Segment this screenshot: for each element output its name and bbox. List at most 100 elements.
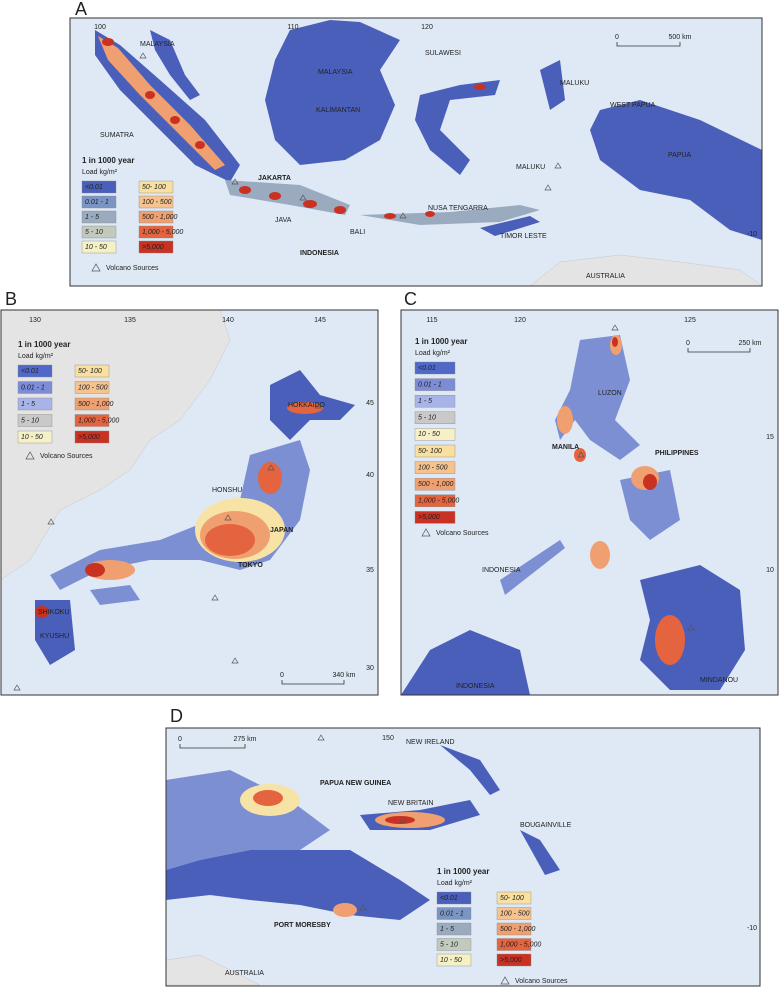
legend-label: 100 - 500	[418, 464, 448, 471]
legend-swatch	[74, 414, 110, 427]
legend-swatch	[138, 210, 174, 224]
legend-swatch	[414, 461, 456, 474]
legend-swatch	[496, 891, 532, 905]
legend-volcano: Volcano Sources	[106, 265, 159, 272]
place-name: AUSTRALIA	[225, 970, 264, 977]
legend-swatch	[74, 364, 110, 378]
legend-swatch	[17, 430, 53, 444]
legend-label: >5,000	[500, 957, 522, 964]
legend-volcano: Volcano Sources	[436, 530, 489, 537]
latitude-label: 30	[366, 665, 374, 672]
legend-label: 1 - 5	[85, 214, 99, 221]
legend-swatch	[81, 210, 117, 224]
volcano-symbol	[25, 451, 35, 460]
map-c	[401, 310, 778, 695]
legend-unit: Load kg/m²	[415, 350, 451, 357]
scale-start: 0	[686, 340, 690, 347]
panel-frame	[69, 17, 763, 287]
legend-label: 10 - 50	[418, 431, 440, 438]
legend-swatch	[17, 364, 53, 378]
legend-swatch	[17, 397, 53, 411]
legend-swatch	[496, 907, 532, 920]
legend-swatch	[436, 938, 472, 951]
longitude-label: 120	[514, 317, 526, 324]
legend-swatch	[81, 240, 117, 254]
place-name: HONSHU	[212, 487, 242, 494]
panel-frame	[400, 309, 779, 696]
panel-label: B	[5, 289, 17, 309]
legend-label: <0.01	[418, 365, 436, 372]
legend-volcano: Volcano Sources	[515, 978, 568, 985]
latitude-label: 40	[366, 472, 374, 479]
legend-label: 1,000 - 5,000	[78, 417, 119, 424]
longitude-label: 110	[287, 24, 298, 31]
legend-unit: Load kg/m²	[437, 880, 473, 887]
place-name: AUSTRALIA	[586, 273, 625, 280]
legend-swatch	[414, 411, 456, 424]
legend-title: 1 in 1000 year	[437, 867, 489, 876]
legend-label: 5 - 10	[85, 229, 103, 236]
legend-label: 100 - 500	[78, 384, 108, 391]
place-name: NEW IRELAND	[406, 739, 455, 746]
legend-swatch	[414, 511, 456, 524]
place-name: KYUSHU	[40, 633, 69, 640]
legend-label: 50- 100	[418, 448, 442, 455]
legend-volcano: Volcano Sources	[40, 453, 93, 460]
legend-title: 1 in 1000 year	[18, 340, 70, 349]
scale-end: 250 km	[739, 340, 762, 347]
legend-label: 5 - 10	[21, 417, 39, 424]
place-name: BALI	[350, 229, 365, 236]
legend-swatch	[414, 395, 456, 408]
latitude-label: 45	[366, 400, 374, 407]
legend-label: 500 - 1,000	[418, 481, 454, 488]
panel-label: C	[404, 289, 417, 309]
place-name: HOKKAIDO	[288, 402, 326, 409]
longitude-label: 130	[29, 317, 41, 324]
latitude-label: -10	[747, 231, 757, 238]
place-name: PAPUA	[668, 152, 692, 159]
legend-swatch	[436, 907, 472, 920]
place-name: MALUKU	[516, 164, 545, 171]
place-name: LUZON	[598, 390, 622, 397]
longitude-label: 145	[314, 317, 326, 324]
legend-swatch	[74, 430, 110, 444]
place-name: PAPUA NEW GUINEA	[320, 780, 391, 787]
legend-label: 5 - 10	[440, 941, 458, 948]
legend-swatch	[81, 225, 117, 239]
legend-label: 1 - 5	[418, 398, 432, 405]
panel-frame	[165, 727, 761, 987]
longitude-label: 135	[124, 317, 136, 324]
latitude-label: -10	[747, 925, 757, 932]
scale-start: 0	[178, 736, 182, 743]
longitude-label: 120	[421, 24, 433, 31]
place-name: JAPAN	[270, 527, 293, 534]
legend-title: 1 in 1000 year	[415, 337, 467, 346]
place-name: TOKYO	[238, 562, 263, 569]
place-name: SUMATRA	[100, 132, 134, 139]
panel-label: D	[170, 706, 183, 726]
panel-frame	[0, 309, 379, 696]
panel-label: A	[75, 0, 87, 19]
legend-swatch	[414, 361, 456, 375]
scale-bar	[687, 348, 751, 353]
scale-end: 500 km	[669, 34, 692, 41]
scale-bar	[281, 680, 345, 685]
legend-swatch	[414, 478, 456, 491]
volcano-symbol	[421, 528, 431, 537]
place-name: PHILIPPINES	[655, 450, 699, 457]
legend-swatch	[414, 428, 456, 441]
place-name: INDONESIA	[300, 250, 339, 257]
map-d	[166, 728, 760, 986]
place-name: PORT MORESBY	[274, 922, 331, 929]
legend-label: 1,000 - 5,000	[500, 941, 541, 948]
legend-swatch	[74, 381, 110, 394]
longitude-label: 125	[684, 317, 696, 324]
place-name: MALAYSIA	[140, 41, 175, 48]
place-name: NEW BRITAIN	[388, 800, 433, 807]
scale-start: 0	[615, 34, 619, 41]
legend-swatch	[436, 953, 472, 967]
longitude-label: 115	[426, 317, 437, 324]
place-name: SHIKOKU	[38, 609, 70, 616]
latitude-label: 10	[766, 567, 774, 574]
